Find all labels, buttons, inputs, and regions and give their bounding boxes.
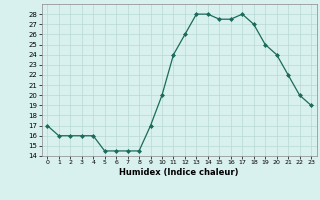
X-axis label: Humidex (Indice chaleur): Humidex (Indice chaleur) <box>119 168 239 177</box>
